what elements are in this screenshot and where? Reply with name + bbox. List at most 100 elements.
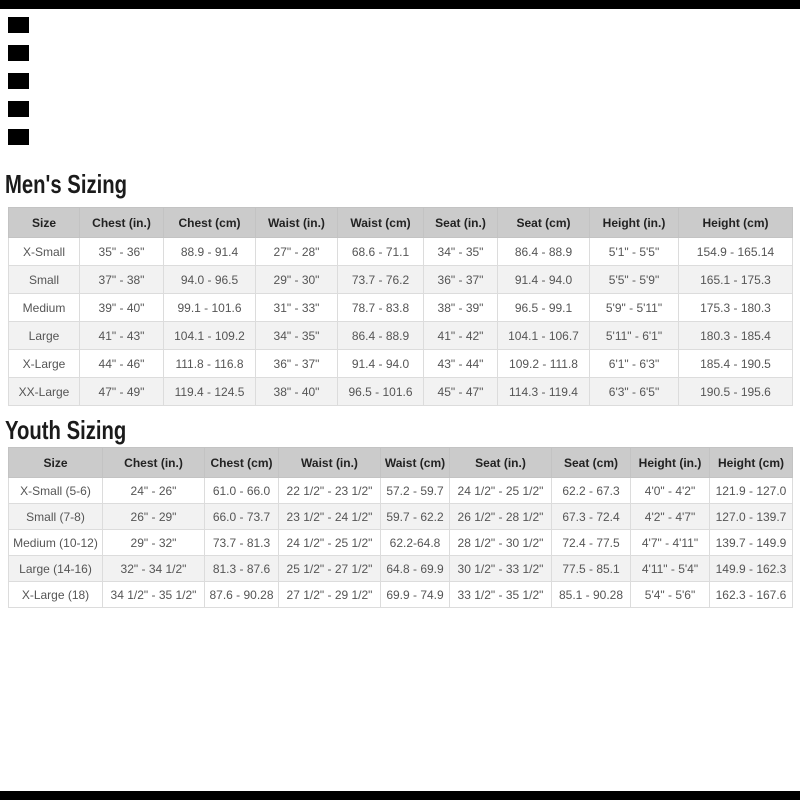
table-row: Large (14-16) 32" - 34 1/2" 81.3 - 87.6 25 … bbox=[8, 555, 793, 582]
measurement-cell: 77.5 - 85.1 bbox=[551, 555, 631, 582]
measurement-cell: 22 1/2" - 23 1/2" bbox=[278, 477, 381, 504]
size-cell: XX-Large bbox=[8, 377, 80, 406]
table-row: X-Large (18) 34 1/2" - 35 1/2" 87.6 - 90.2… bbox=[8, 581, 793, 608]
top-black-bar bbox=[0, 0, 800, 9]
gallery-thumbnail[interactable] bbox=[8, 129, 29, 145]
measurement-cell: 6'3" - 6'5" bbox=[589, 377, 679, 406]
measurement-cell: 67.3 - 72.4 bbox=[551, 503, 631, 530]
table-row: X-Small 35" - 36" 88.9 - 91.4 27" - 28" 68.6… bbox=[8, 237, 793, 266]
column-header: Size bbox=[8, 447, 103, 478]
table-row: Medium 39" - 40" 99.1 - 101.6 31" - 33" 78.7… bbox=[8, 293, 793, 322]
measurement-cell: 5'11" - 6'1" bbox=[589, 321, 679, 350]
measurement-cell: 121.9 - 127.0 bbox=[709, 477, 793, 504]
measurement-cell: 5'4" - 5'6" bbox=[630, 581, 710, 608]
sizing-chart-section: Men's Sizing Size Chest (in.) Chest (cm) Wa… bbox=[0, 163, 800, 608]
measurement-cell: 190.5 - 195.6 bbox=[678, 377, 793, 406]
measurement-cell: 34" - 35" bbox=[255, 321, 338, 350]
measurement-cell: 47" - 49" bbox=[79, 377, 164, 406]
measurement-cell: 27" - 28" bbox=[255, 237, 338, 266]
column-header: Seat (cm) bbox=[497, 207, 590, 238]
measurement-cell: 88.9 - 91.4 bbox=[163, 237, 256, 266]
measurement-cell: 39" - 40" bbox=[79, 293, 164, 322]
measurement-cell: 104.1 - 109.2 bbox=[163, 321, 256, 350]
column-header: Waist (cm) bbox=[380, 447, 450, 478]
measurement-cell: 180.3 - 185.4 bbox=[678, 321, 793, 350]
column-header: Height (in.) bbox=[630, 447, 710, 478]
measurement-cell: 5'5" - 5'9" bbox=[589, 265, 679, 294]
measurement-cell: 119.4 - 124.5 bbox=[163, 377, 256, 406]
measurement-cell: 26" - 29" bbox=[102, 503, 205, 530]
measurement-cell: 35" - 36" bbox=[79, 237, 164, 266]
measurement-cell: 4'11" - 5'4" bbox=[630, 555, 710, 582]
column-header: Height (cm) bbox=[709, 447, 793, 478]
measurement-cell: 25 1/2" - 27 1/2" bbox=[278, 555, 381, 582]
measurement-cell: 36" - 37" bbox=[423, 265, 498, 294]
measurement-cell: 57.2 - 59.7 bbox=[380, 477, 450, 504]
measurement-cell: 91.4 - 94.0 bbox=[337, 349, 424, 378]
measurement-cell: 31" - 33" bbox=[255, 293, 338, 322]
measurement-cell: 154.9 - 165.14 bbox=[678, 237, 793, 266]
mens-sizing-table: Size Chest (in.) Chest (cm) Waist (in.) Wais… bbox=[8, 207, 793, 406]
measurement-cell: 61.0 - 66.0 bbox=[204, 477, 279, 504]
measurement-cell: 185.4 - 190.5 bbox=[678, 349, 793, 378]
measurement-cell: 4'2" - 4'7" bbox=[630, 503, 710, 530]
column-header: Height (in.) bbox=[589, 207, 679, 238]
measurement-cell: 33 1/2" - 35 1/2" bbox=[449, 581, 552, 608]
table-row: Large 41" - 43" 104.1 - 109.2 34" - 35" 86.4… bbox=[8, 321, 793, 350]
measurement-cell: 104.1 - 106.7 bbox=[497, 321, 590, 350]
measurement-cell: 111.8 - 116.8 bbox=[163, 349, 256, 378]
measurement-cell: 41" - 42" bbox=[423, 321, 498, 350]
gallery-thumbnail[interactable] bbox=[8, 17, 29, 33]
measurement-cell: 64.8 - 69.9 bbox=[380, 555, 450, 582]
measurement-cell: 23 1/2" - 24 1/2" bbox=[278, 503, 381, 530]
column-header: Seat (in.) bbox=[423, 207, 498, 238]
measurement-cell: 78.7 - 83.8 bbox=[337, 293, 424, 322]
column-header: Chest (cm) bbox=[204, 447, 279, 478]
measurement-cell: 127.0 - 139.7 bbox=[709, 503, 793, 530]
measurement-cell: 26 1/2" - 28 1/2" bbox=[449, 503, 552, 530]
measurement-cell: 149.9 - 162.3 bbox=[709, 555, 793, 582]
measurement-cell: 175.3 - 180.3 bbox=[678, 293, 793, 322]
measurement-cell: 34 1/2" - 35 1/2" bbox=[102, 581, 205, 608]
measurement-cell: 29" - 30" bbox=[255, 265, 338, 294]
column-header: Waist (cm) bbox=[337, 207, 424, 238]
column-header: Seat (cm) bbox=[551, 447, 631, 478]
measurement-cell: 62.2-64.8 bbox=[380, 529, 450, 556]
measurement-cell: 27 1/2" - 29 1/2" bbox=[278, 581, 381, 608]
measurement-cell: 165.1 - 175.3 bbox=[678, 265, 793, 294]
table-row: Medium (10-12) 29" - 32" 73.7 - 81.3 24 1/2… bbox=[8, 529, 793, 556]
measurement-cell: 4'7" - 4'11" bbox=[630, 529, 710, 556]
size-cell: Small bbox=[8, 265, 80, 294]
measurement-cell: 32" - 34 1/2" bbox=[102, 555, 205, 582]
gallery-thumbnail[interactable] bbox=[8, 73, 29, 89]
mens-sizing-title: Men's Sizing bbox=[5, 169, 128, 199]
measurement-cell: 87.6 - 90.28 bbox=[204, 581, 279, 608]
measurement-cell: 68.6 - 71.1 bbox=[337, 237, 424, 266]
size-cell: Medium bbox=[8, 293, 80, 322]
measurement-cell: 96.5 - 99.1 bbox=[497, 293, 590, 322]
gallery-thumbnail[interactable] bbox=[8, 101, 29, 117]
measurement-cell: 86.4 - 88.9 bbox=[337, 321, 424, 350]
measurement-cell: 45" - 47" bbox=[423, 377, 498, 406]
table-header-row: Size Chest (in.) Chest (cm) Waist (in.) Wais… bbox=[8, 207, 793, 238]
size-cell: X-Large bbox=[8, 349, 80, 378]
column-header: Size bbox=[8, 207, 80, 238]
measurement-cell: 44" - 46" bbox=[79, 349, 164, 378]
measurement-cell: 96.5 - 101.6 bbox=[337, 377, 424, 406]
size-cell: Medium (10-12) bbox=[8, 529, 103, 556]
measurement-cell: 6'1" - 6'3" bbox=[589, 349, 679, 378]
gallery-thumbnail[interactable] bbox=[8, 45, 29, 61]
measurement-cell: 34" - 35" bbox=[423, 237, 498, 266]
measurement-cell: 41" - 43" bbox=[79, 321, 164, 350]
measurement-cell: 162.3 - 167.6 bbox=[709, 581, 793, 608]
measurement-cell: 30 1/2" - 33 1/2" bbox=[449, 555, 552, 582]
measurement-cell: 99.1 - 101.6 bbox=[163, 293, 256, 322]
gallery-thumbnail-rail bbox=[8, 17, 30, 157]
measurement-cell: 85.1 - 90.28 bbox=[551, 581, 631, 608]
measurement-cell: 62.2 - 67.3 bbox=[551, 477, 631, 504]
measurement-cell: 109.2 - 111.8 bbox=[497, 349, 590, 378]
size-cell: Large bbox=[8, 321, 80, 350]
measurement-cell: 24" - 26" bbox=[102, 477, 205, 504]
measurement-cell: 139.7 - 149.9 bbox=[709, 529, 793, 556]
measurement-cell: 38" - 40" bbox=[255, 377, 338, 406]
